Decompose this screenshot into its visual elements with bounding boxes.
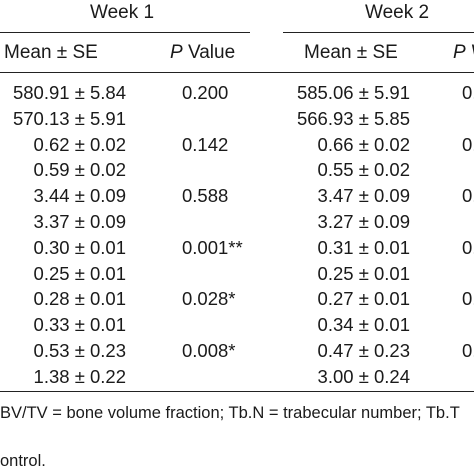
mean-week2-cell: 566.93 ± 5.85 xyxy=(296,108,410,129)
pvalue-week2-cell: 0. xyxy=(462,340,474,361)
pvalue-week2-cell: 0. xyxy=(462,288,474,309)
mean-week2-cell: 0.27 ± 0.01 xyxy=(317,288,410,309)
mean-week1-cell: 0.33 ± 0.01 xyxy=(33,314,126,335)
bottom-rule xyxy=(0,391,474,392)
mean-week2-cell: 0.31 ± 0.01 xyxy=(317,237,410,258)
mean-week2-cell: 585.06 ± 5.91 xyxy=(296,82,410,103)
week2-rule xyxy=(283,32,474,33)
pvalue-week1-cell: 0.008* xyxy=(182,340,236,361)
col-mean-week1: Mean ± SE xyxy=(4,42,98,63)
mean-week1-cell: 1.38 ± 0.22 xyxy=(33,366,126,387)
mean-week1-cell: 0.30 ± 0.01 xyxy=(33,237,126,258)
mean-week1-cell: 0.53 ± 0.23 xyxy=(33,340,126,361)
pvalue-week1-cell: 0.588 xyxy=(182,185,229,206)
p-symbol: P xyxy=(170,42,183,63)
mean-week2-cell: 3.47 ± 0.09 xyxy=(317,185,410,206)
mean-week2-cell: 0.25 ± 0.01 xyxy=(317,263,410,284)
footnote-control: ontrol. xyxy=(0,452,46,470)
pvalue-week1-cell: 0.001** xyxy=(182,237,243,258)
week1-heading: Week 1 xyxy=(90,2,155,23)
pvalue-week2-cell: 0. xyxy=(462,82,474,103)
mean-week2-cell: 0.55 ± 0.02 xyxy=(317,159,410,180)
mean-week1-cell: 3.44 ± 0.09 xyxy=(33,185,126,206)
mean-week2-cell: 3.00 ± 0.24 xyxy=(317,366,410,387)
pvalue-week1-cell: 0.142 xyxy=(182,134,229,155)
col-mean-week2: Mean ± SE xyxy=(304,42,398,63)
pvalue-week1-cell: 0.028* xyxy=(182,288,236,309)
col-pvalue-week2: P V xyxy=(453,42,474,63)
footnote-abbreviations: BV/TV = bone volume fraction; Tb.N = tra… xyxy=(0,404,460,422)
mean-week1-cell: 580.91 ± 5.84 xyxy=(12,82,126,103)
pvalue-week2-cell: 0. xyxy=(462,237,474,258)
value-label: Value xyxy=(182,42,236,63)
mean-week2-cell: 0.66 ± 0.02 xyxy=(317,134,410,155)
mean-week1-cell: 3.37 ± 0.09 xyxy=(33,211,126,232)
week2-heading: Week 2 xyxy=(365,2,430,23)
pvalue-week1-cell: 0.200 xyxy=(182,82,229,103)
pvalue-week2-cell: 0. xyxy=(462,185,474,206)
mean-week1-cell: 0.25 ± 0.01 xyxy=(33,263,126,284)
mean-week2-cell: 0.47 ± 0.23 xyxy=(317,340,410,361)
mean-week1-cell: 0.62 ± 0.02 xyxy=(33,134,126,155)
mean-week1-cell: 0.59 ± 0.02 xyxy=(33,159,126,180)
col-pvalue-week1: P Value xyxy=(170,42,235,64)
mean-week2-cell: 0.34 ± 0.01 xyxy=(317,314,410,335)
mean-week1-cell: 570.13 ± 5.91 xyxy=(12,108,126,129)
pvalue-week2-cell: 0. xyxy=(462,134,474,155)
mean-week1-cell: 0.28 ± 0.01 xyxy=(33,288,126,309)
mean-week2-cell: 3.27 ± 0.09 xyxy=(317,211,410,232)
header-rule xyxy=(0,72,474,73)
week1-rule xyxy=(0,32,250,33)
